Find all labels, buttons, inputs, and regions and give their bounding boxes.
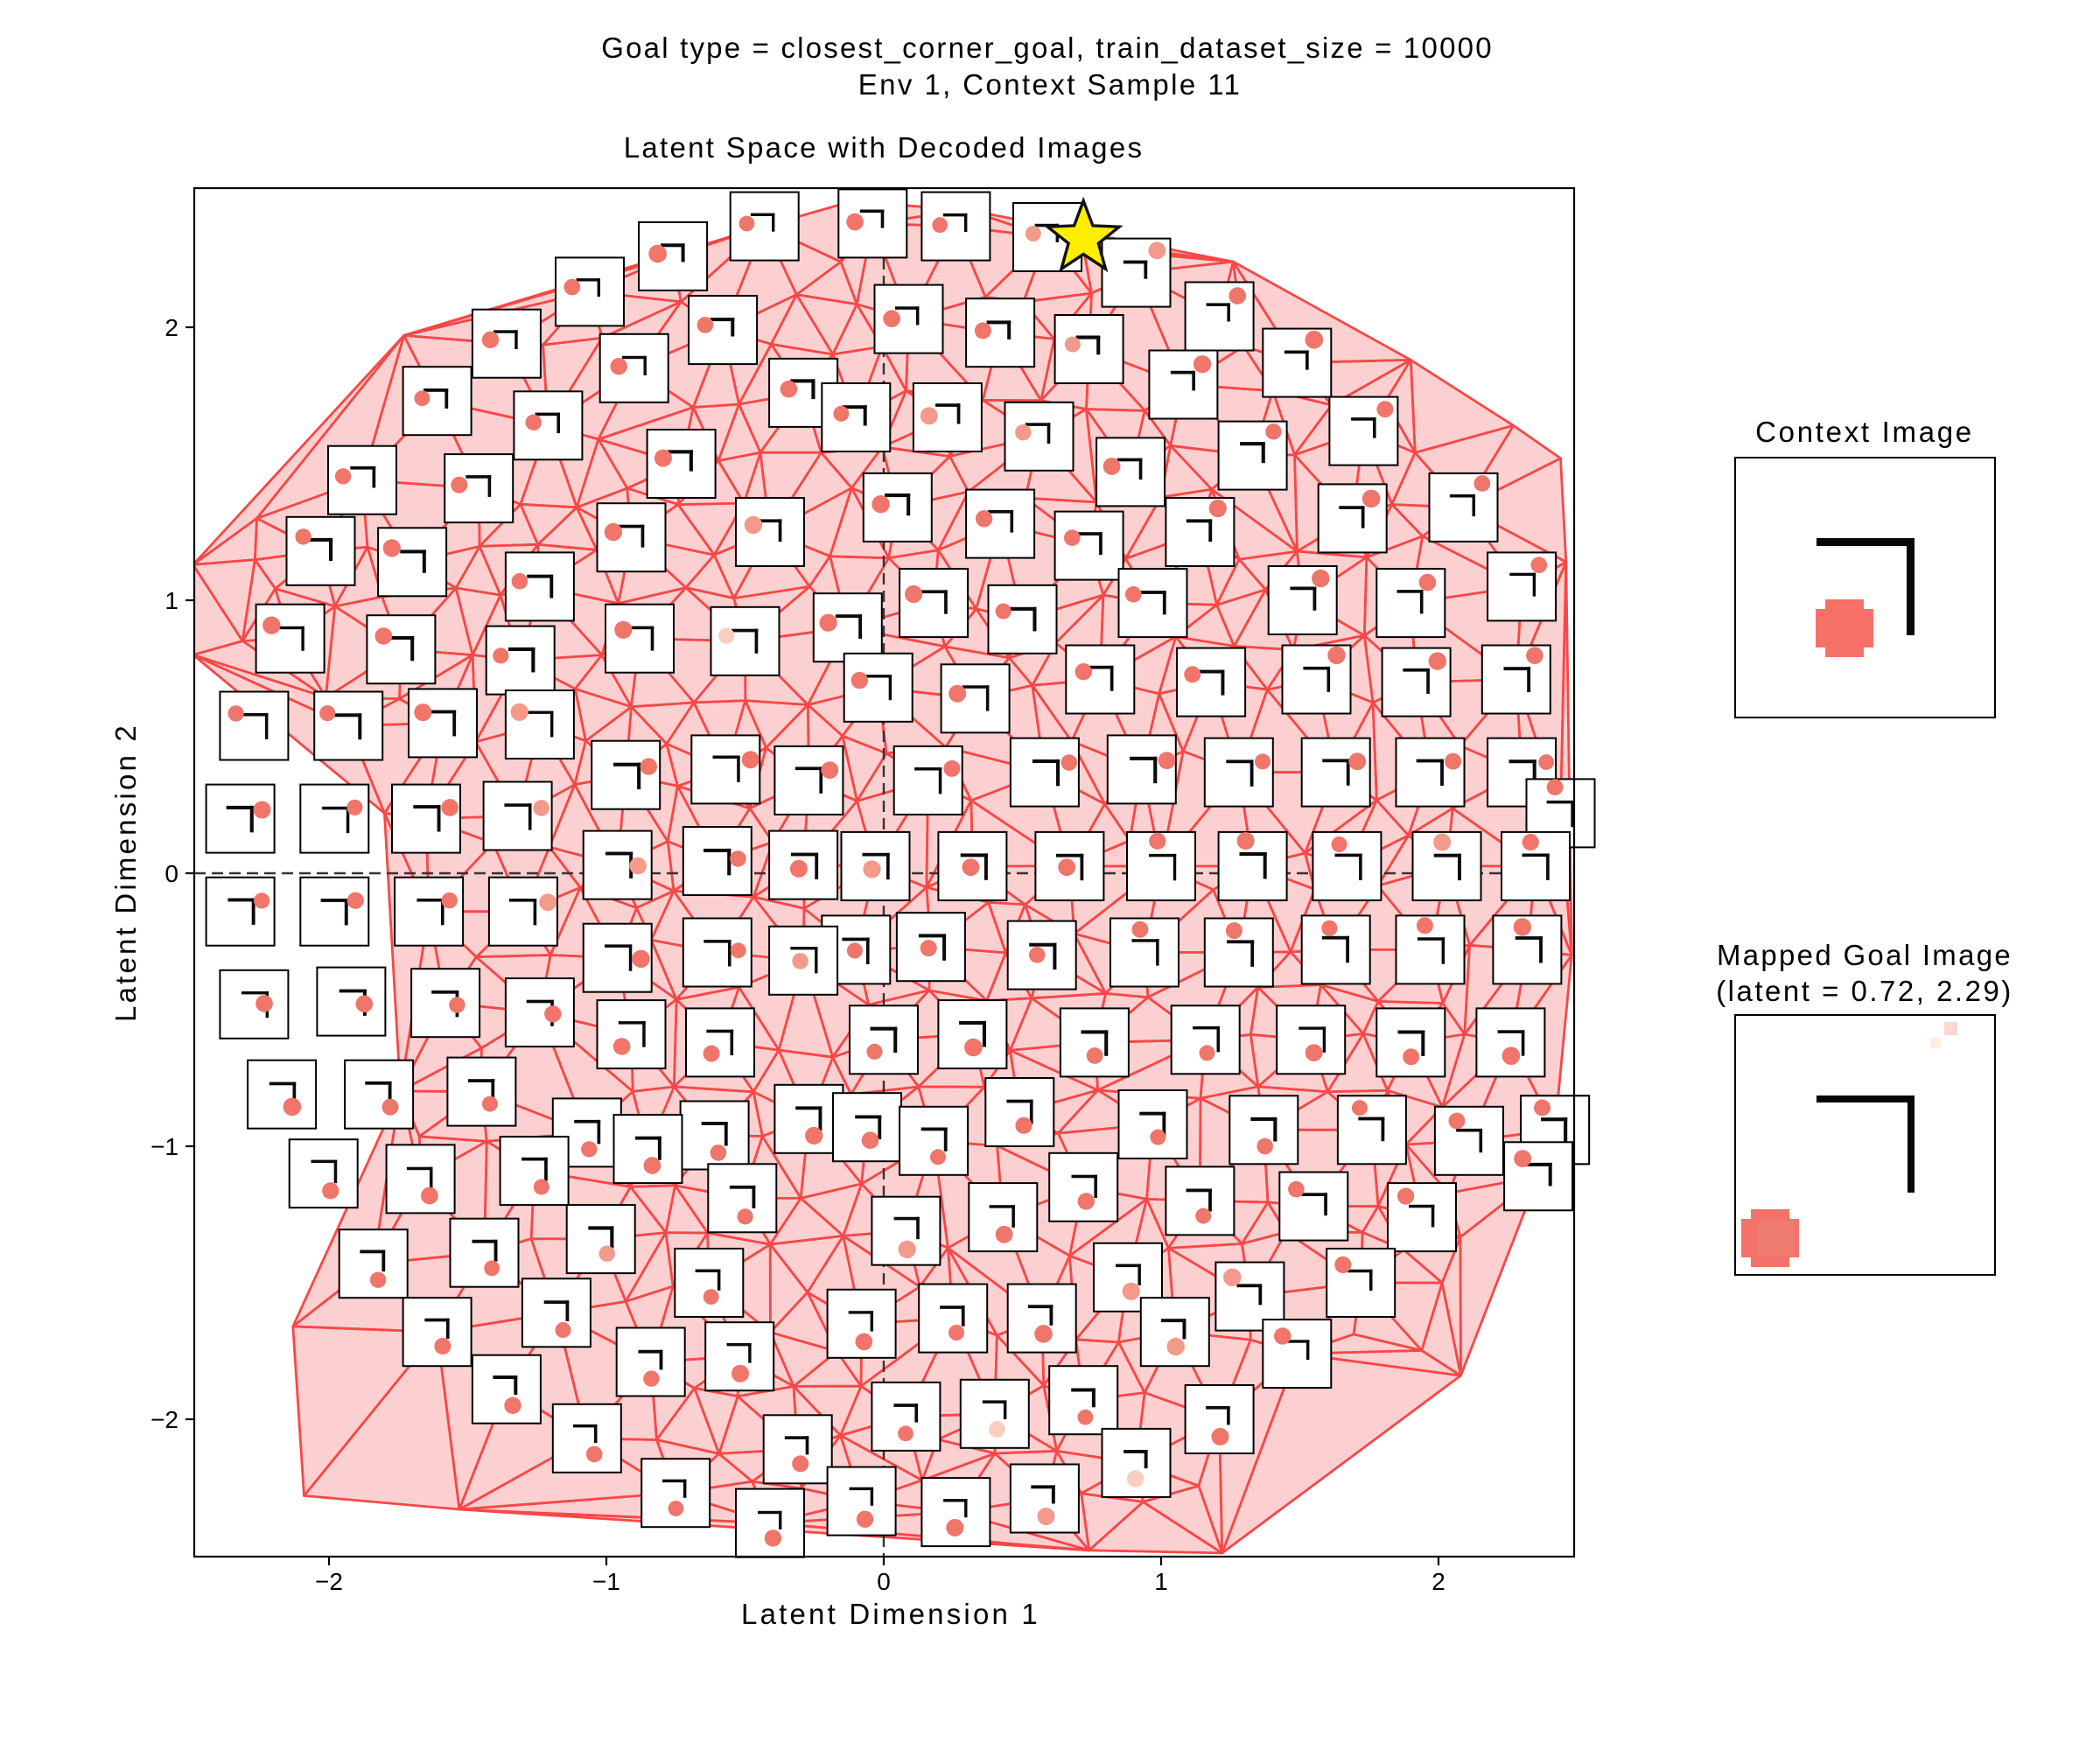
svg-text:−2: −2 bbox=[150, 1406, 178, 1433]
svg-text:Mapped Goal Image: Mapped Goal Image bbox=[1717, 939, 2012, 971]
svg-text:1: 1 bbox=[1154, 1568, 1168, 1595]
svg-text:Goal type = closest_corner_goa: Goal type = closest_corner_goal, train_d… bbox=[601, 32, 1494, 64]
svg-text:−1: −1 bbox=[150, 1133, 178, 1160]
svg-text:(latent = 0.72, 2.29): (latent = 0.72, 2.29) bbox=[1716, 975, 2013, 1007]
svg-text:Latent Space with Decoded Imag: Latent Space with Decoded Images bbox=[624, 131, 1144, 164]
svg-text:2: 2 bbox=[1432, 1568, 1446, 1595]
svg-text:0: 0 bbox=[877, 1568, 891, 1595]
svg-text:2: 2 bbox=[164, 314, 178, 341]
svg-text:−2: −2 bbox=[315, 1568, 343, 1595]
svg-text:−1: −1 bbox=[592, 1568, 620, 1595]
svg-text:Context Image: Context Image bbox=[1755, 416, 1974, 448]
svg-text:Latent Dimension 2: Latent Dimension 2 bbox=[109, 723, 142, 1022]
svg-text:1: 1 bbox=[164, 587, 178, 614]
svg-text:0: 0 bbox=[164, 860, 178, 887]
svg-text:Env 1, Context Sample 11: Env 1, Context Sample 11 bbox=[858, 68, 1242, 101]
svg-text:Latent Dimension 1: Latent Dimension 1 bbox=[741, 1598, 1040, 1630]
